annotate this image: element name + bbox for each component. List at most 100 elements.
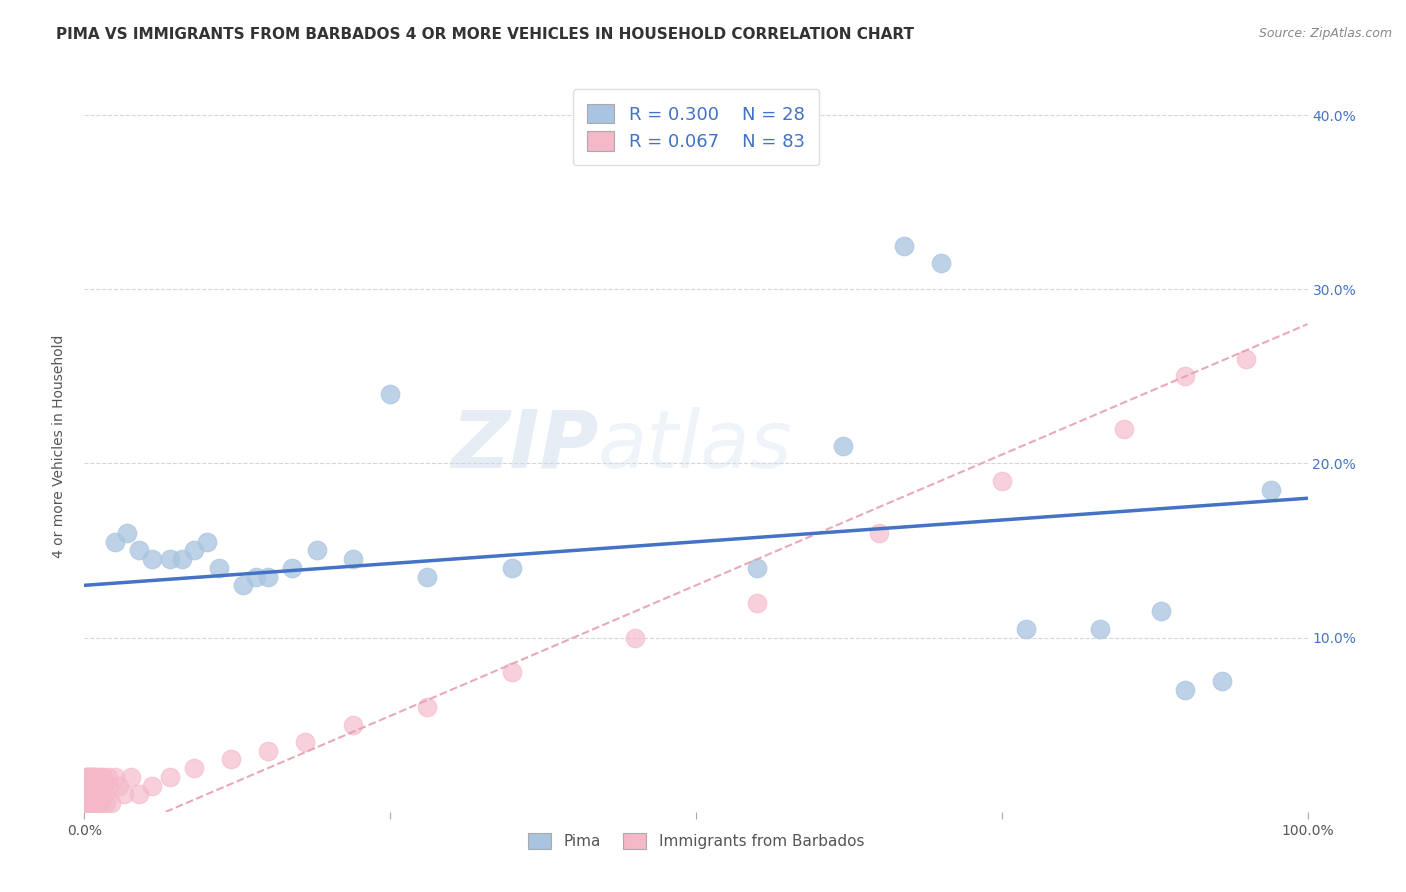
Point (342, 552, 364, 566)
Point (80, 770, 103, 784)
Point (76, 796, 98, 810)
Point (76, 770, 98, 784)
Point (75, 779, 97, 793)
Point (502, 665, 524, 680)
Point (219, 752, 242, 766)
Point (83, 779, 105, 793)
Point (128, 787, 150, 801)
Point (77, 787, 100, 801)
Point (84, 787, 107, 801)
Point (104, 770, 127, 784)
Point (120, 770, 142, 784)
Legend: Pima, Immigrants from Barbados: Pima, Immigrants from Barbados (522, 826, 870, 855)
Point (159, 770, 181, 784)
Point (104, 534, 127, 549)
Point (84, 796, 107, 810)
Point (342, 717, 364, 731)
Point (84, 787, 107, 801)
Point (1236, 351, 1258, 366)
Point (84, 779, 107, 793)
Point (208, 561, 231, 575)
Y-axis label: 4 or more Vehicles in Household: 4 or more Vehicles in Household (52, 334, 66, 558)
Point (80, 796, 103, 810)
Point (77, 805, 100, 819)
Point (83, 796, 105, 810)
Point (77, 770, 100, 784)
Point (305, 543, 328, 558)
Point (80, 796, 103, 810)
Point (83, 770, 105, 784)
Point (115, 526, 138, 541)
Point (624, 631, 647, 645)
Point (257, 569, 280, 583)
Point (77, 779, 100, 793)
Point (1150, 604, 1173, 618)
Point (97, 779, 120, 793)
Point (100, 796, 122, 810)
Point (232, 578, 254, 592)
Point (83, 796, 105, 810)
Point (79, 787, 101, 801)
Text: atlas: atlas (598, 407, 793, 485)
Point (89, 779, 111, 793)
Point (75, 787, 97, 801)
Point (141, 779, 163, 793)
Point (86, 796, 108, 810)
Point (80, 787, 103, 801)
Point (107, 779, 129, 793)
Point (91, 779, 114, 793)
Point (75, 796, 97, 810)
Point (747, 596, 769, 610)
Point (79, 779, 101, 793)
Point (89, 770, 111, 784)
Point (83, 787, 105, 801)
Point (90, 787, 112, 801)
Point (79, 796, 101, 810)
Point (112, 787, 135, 801)
Point (82, 796, 104, 810)
Point (281, 561, 304, 575)
Point (87, 796, 110, 810)
Point (183, 761, 205, 775)
Point (96, 796, 118, 810)
Point (416, 569, 439, 583)
Point (76, 779, 98, 793)
Point (86, 779, 108, 793)
Point (91, 770, 114, 784)
Text: PIMA VS IMMIGRANTS FROM BARBADOS 4 OR MORE VEHICLES IN HOUSEHOLD CORRELATION CHA: PIMA VS IMMIGRANTS FROM BARBADOS 4 OR MO… (56, 27, 914, 42)
Point (76, 805, 98, 819)
Point (1174, 369, 1197, 384)
Point (747, 561, 769, 575)
Point (79, 787, 101, 801)
Point (991, 474, 1014, 488)
Point (76, 779, 98, 793)
Point (87, 779, 110, 793)
Point (79, 770, 101, 784)
Point (82, 779, 104, 793)
Point (183, 543, 205, 558)
Point (87, 787, 110, 801)
Point (1114, 421, 1136, 435)
Point (195, 534, 218, 549)
Point (77, 796, 100, 810)
Point (159, 552, 181, 566)
Point (83, 770, 105, 784)
Point (257, 744, 280, 758)
Point (77, 796, 100, 810)
Point (893, 238, 915, 252)
Text: Source: ZipAtlas.com: Source: ZipAtlas.com (1258, 27, 1392, 40)
Point (82, 787, 104, 801)
Point (82, 787, 104, 801)
Point (84, 796, 107, 810)
Point (1088, 622, 1111, 636)
Point (94, 787, 117, 801)
Point (245, 569, 267, 583)
Point (294, 735, 316, 749)
Point (75, 770, 97, 784)
Point (1015, 622, 1038, 636)
Point (1260, 483, 1282, 497)
Point (869, 526, 891, 541)
Point (80, 787, 103, 801)
Point (82, 796, 104, 810)
Point (380, 386, 402, 401)
